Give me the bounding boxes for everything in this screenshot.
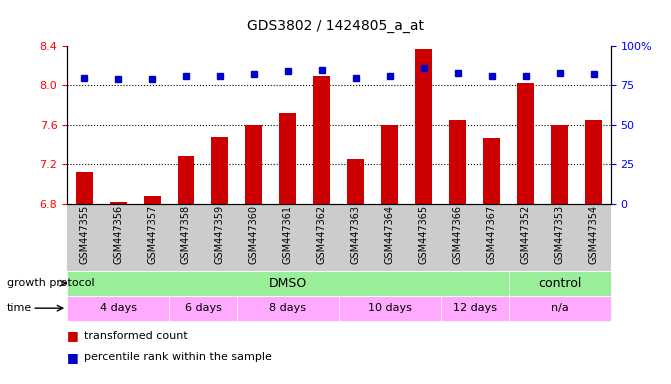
Bar xyxy=(178,156,195,204)
Text: n/a: n/a xyxy=(551,303,568,313)
Bar xyxy=(109,202,127,204)
Bar xyxy=(517,83,534,204)
Text: time: time xyxy=(7,303,32,313)
Text: transformed count: transformed count xyxy=(84,331,188,341)
Bar xyxy=(450,120,466,204)
Bar xyxy=(483,137,500,204)
Text: 4 days: 4 days xyxy=(99,303,137,313)
Text: ■: ■ xyxy=(67,329,79,343)
Text: control: control xyxy=(538,277,581,290)
Bar xyxy=(415,49,432,204)
Bar xyxy=(279,113,297,204)
Text: 12 days: 12 days xyxy=(453,303,497,313)
Bar xyxy=(313,76,330,204)
Text: 8 days: 8 days xyxy=(269,303,307,313)
Text: ■: ■ xyxy=(67,351,79,364)
Text: growth protocol: growth protocol xyxy=(7,278,95,288)
Text: GDS3802 / 1424805_a_at: GDS3802 / 1424805_a_at xyxy=(247,19,424,33)
Bar xyxy=(551,125,568,204)
Text: DMSO: DMSO xyxy=(269,277,307,290)
Bar xyxy=(211,137,228,204)
Text: 6 days: 6 days xyxy=(185,303,221,313)
Bar xyxy=(381,125,399,204)
Bar xyxy=(144,195,160,204)
Text: percentile rank within the sample: percentile rank within the sample xyxy=(84,352,272,362)
Bar xyxy=(76,172,93,204)
Text: 10 days: 10 days xyxy=(368,303,412,313)
Bar xyxy=(246,125,262,204)
Bar xyxy=(348,159,364,204)
Bar xyxy=(585,120,602,204)
